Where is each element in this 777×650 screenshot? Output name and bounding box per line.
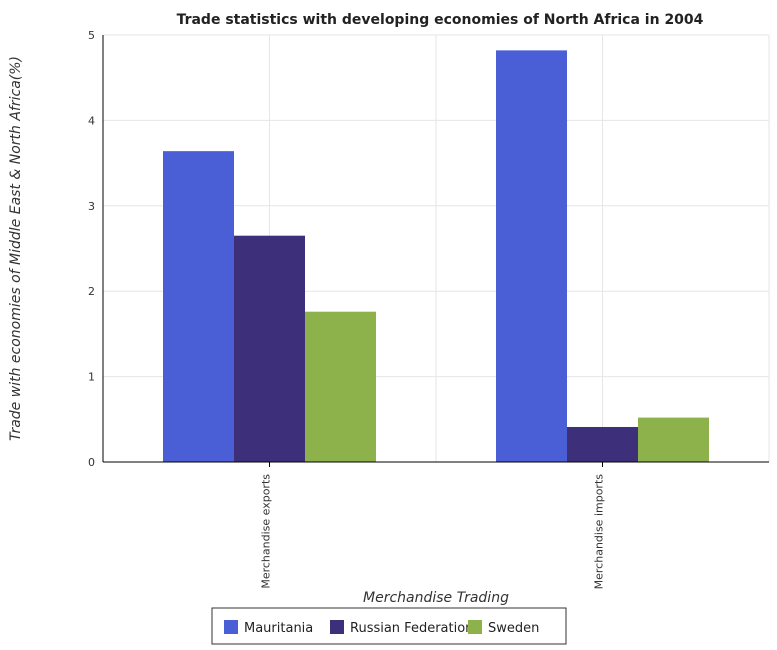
legend-swatch	[224, 620, 238, 634]
legend-label: Russian Federation	[350, 621, 473, 636]
legend-swatch	[468, 620, 482, 634]
legend-label: Mauritania	[244, 621, 313, 636]
axes: 0 1 2 3 4 5 Merchandise exports Merchandise imp…	[88, 29, 769, 589]
x-tick-label: Merchandise exports	[260, 474, 273, 589]
legend-label: Sweden	[488, 621, 539, 636]
legend-swatch	[330, 620, 344, 634]
bar-mauritania	[496, 50, 567, 462]
y-tick-label: 1	[88, 371, 95, 384]
y-tick-label: 0	[88, 456, 95, 469]
bar-russian-federation	[567, 426, 638, 462]
y-tick-label: 5	[88, 29, 95, 42]
bar-russian-federation	[234, 235, 305, 462]
y-tick-label: 2	[88, 285, 95, 298]
legend: Mauritania Russian Federation Sweden	[211, 607, 567, 645]
x-axis-title: Merchandise Trading	[363, 590, 509, 606]
bar-sweden	[638, 417, 709, 462]
y-tick-label: 3	[88, 200, 95, 213]
x-tick-label: Merchandise imports	[593, 474, 606, 590]
bar-mauritania	[163, 151, 234, 463]
bars	[163, 50, 709, 463]
y-axis-title: Trade with economies of Middle East & No…	[8, 56, 24, 441]
y-tick-label: 4	[88, 114, 95, 127]
bar-sweden	[305, 311, 376, 462]
chart-title: Trade statistics with developing economi…	[177, 12, 704, 28]
legend-box	[211, 607, 567, 645]
